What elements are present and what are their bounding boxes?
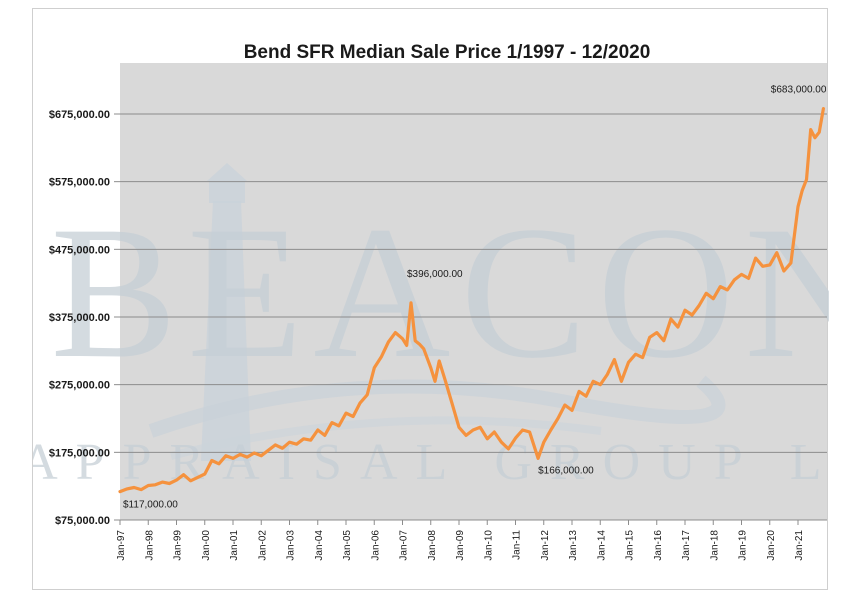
x-tick-label: Jan-03 [286,530,297,561]
data-label: $166,000.00 [538,465,594,476]
lighthouse-watermark-icon [201,201,251,461]
x-tick-label: Jan-15 [625,530,636,561]
lighthouse-roof-icon [207,163,247,181]
x-tick-label: Jan-10 [483,530,494,561]
y-tick-label: $375,000.00 [49,312,110,324]
x-tick-label: Jan-05 [342,530,353,561]
y-tick-label: $275,000.00 [49,380,110,392]
y-tick-label: $575,000.00 [49,177,110,189]
x-tick-label: Jan-12 [540,530,551,561]
x-tick-label: Jan-18 [709,530,720,561]
y-tick-label: $175,000.00 [49,447,110,459]
y-axis: $75,000.00 $175,000.00 $275,000.00 $375,000… [49,109,120,527]
x-tick-label: Jan-97 [116,530,127,561]
watermark-text-sub: APPRAISAL GROUP LLC [33,434,829,491]
chart-frame: Bend SFR Median Sale Price 1/1997 - 12/2… [32,8,829,590]
x-tick-label: Jan-07 [399,530,410,561]
x-tick-label: Jan-20 [766,530,777,561]
x-tick-label: Jan-19 [738,530,749,561]
chart-svg: Bend SFR Median Sale Price 1/1997 - 12/2… [33,42,829,561]
data-label: $683,000.00 [771,85,827,96]
x-tick-label: Jan-00 [201,530,212,561]
x-tick-label: Jan-21 [794,530,805,561]
x-tick-label: Jan-99 [173,530,184,561]
x-tick-label: Jan-06 [370,530,381,561]
y-tick-label: $75,000.00 [55,515,110,527]
lighthouse-lamp-icon [209,181,245,203]
x-tick-label: Jan-16 [653,530,664,561]
x-tick-label: Jan-13 [568,530,579,561]
annotations: $117,000.00 $396,000.00 $166,000.00 $683,00… [123,85,827,511]
wave-watermark-icon [169,416,602,460]
x-tick-label: Jan-08 [427,530,438,561]
series-line-median-price [118,107,825,494]
x-tick-label: Jan-09 [455,530,466,561]
gridlines [120,113,827,453]
x-tick-label: Jan-01 [229,530,240,561]
x-tick-label: Jan-04 [314,530,325,561]
x-tick-label: Jan-14 [596,530,607,561]
x-tick-label: Jan-98 [144,530,155,561]
x-axis: Jan-97 Jan-98 Jan-99 Jan-00 Jan-01 Jan-02 Jan-… [116,519,827,561]
y-tick-label: $475,000.00 [49,244,110,256]
data-label: $117,000.00 [123,500,178,511]
x-tick-label: Jan-17 [681,530,692,561]
data-label: $396,000.00 [407,269,463,280]
chart-title: Bend SFR Median Sale Price 1/1997 - 12/2… [244,42,651,63]
x-tick-label: Jan-02 [257,530,268,561]
wave-watermark-icon [148,375,726,438]
x-tick-label: Jan-11 [512,530,523,560]
y-tick-label: $675,000.00 [49,109,110,121]
